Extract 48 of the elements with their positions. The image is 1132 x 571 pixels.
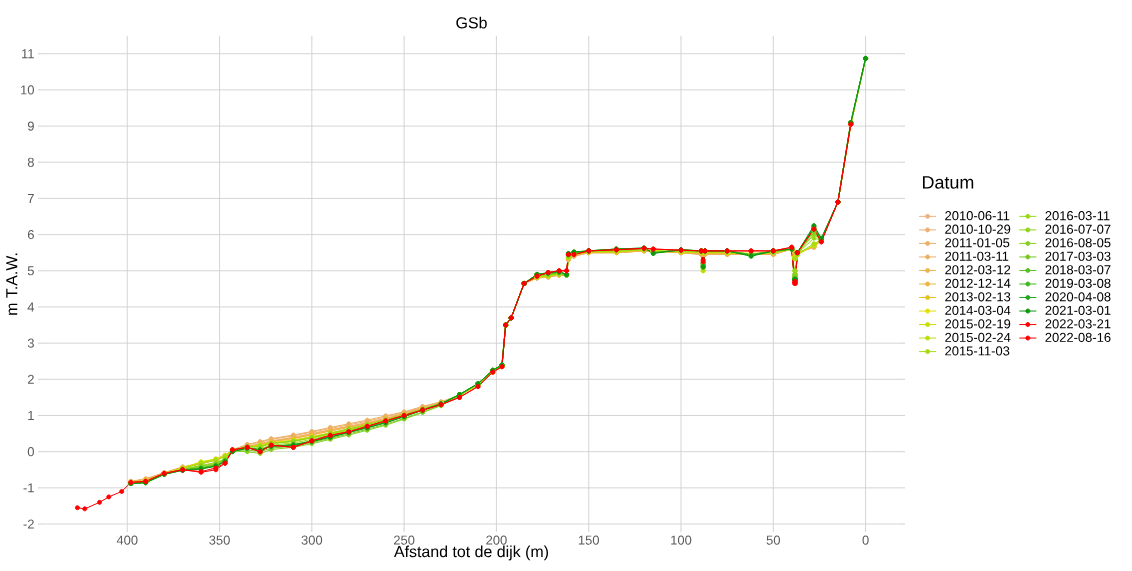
x-tick-label: 150 <box>578 535 600 545</box>
legend-label: 2010-06-11 <box>945 211 1010 221</box>
y-tick-label: 6 <box>27 230 34 240</box>
legend-label: 2015-02-24 <box>945 332 1011 342</box>
legend-label: 2016-03-11 <box>1045 211 1110 221</box>
x-tick-label: 400 <box>116 535 138 545</box>
y-tick-label: -1 <box>23 483 34 493</box>
y-tick-label: -2 <box>23 519 34 529</box>
chart-title: GSb <box>456 16 487 29</box>
legend-label: 2015-02-19 <box>945 319 1011 329</box>
y-tick-label: 1 <box>28 411 34 420</box>
x-tick-label: 350 <box>209 535 230 545</box>
x-tick-label: 100 <box>671 535 692 545</box>
legend-label: 2021-03-01 <box>1045 305 1111 315</box>
y-tick-label: 2 <box>27 374 34 384</box>
legend-label: 2014-03-04 <box>945 305 1011 315</box>
legend-label: 2011-01-05 <box>945 238 1010 248</box>
x-tick-label: 0 <box>862 535 869 545</box>
legend-label: 2013-02-13 <box>945 292 1011 302</box>
y-tick-label: 8 <box>27 157 34 167</box>
x-tick-label: 50 <box>766 535 780 545</box>
x-axis-title: Afstand tot de dijk (m) <box>394 545 548 561</box>
legend-label: 2020-04-08 <box>1045 292 1111 302</box>
legend-label: 2010-10-29 <box>945 224 1011 234</box>
legend-label: 2018-03-07 <box>1045 265 1111 275</box>
y-tick-label: 10 <box>21 85 34 95</box>
y-tick-label: 3 <box>27 338 34 348</box>
legend-label: 2022-08-16 <box>1045 332 1111 342</box>
legend-label: 2012-03-12 <box>945 265 1011 275</box>
y-tick-label: 11 <box>22 49 34 59</box>
legend-label: 2019-03-08 <box>1045 278 1111 288</box>
y-tick-label: 7 <box>27 193 34 203</box>
legend-label: 2016-08-05 <box>1045 238 1111 248</box>
x-tick-label: 200 <box>486 535 507 545</box>
legend-label: 2011-03-11 <box>945 251 1009 261</box>
x-tick-label: 250 <box>393 535 415 545</box>
legend-label: 2012-12-14 <box>945 278 1011 288</box>
y-tick-label: 5 <box>27 266 34 276</box>
legend-title: Datum <box>923 176 974 189</box>
y-tick-label: 4 <box>27 302 35 312</box>
y-tick-label: 9 <box>27 121 34 131</box>
legend-label: 2017-03-03 <box>1045 251 1111 261</box>
y-tick-label: 0 <box>27 447 34 457</box>
legend-label: 2022-03-21 <box>1045 319 1111 329</box>
legend-label: 2016-07-07 <box>1045 224 1111 234</box>
y-axis-title: m T.A.W. <box>6 253 18 315</box>
legend-label: 2015-11-03 <box>945 346 1010 356</box>
x-tick-label: 300 <box>301 535 323 545</box>
